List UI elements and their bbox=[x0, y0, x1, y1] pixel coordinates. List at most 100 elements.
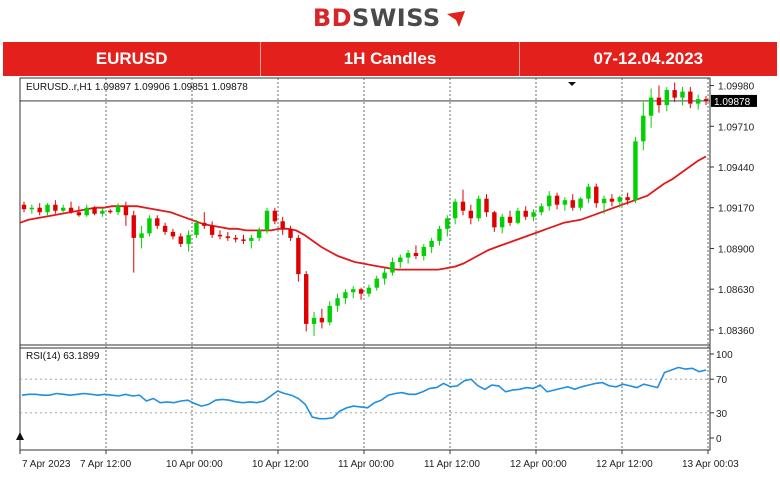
moving-average-line bbox=[19, 155, 707, 271]
candle-body bbox=[625, 197, 630, 201]
candle-body bbox=[586, 186, 591, 199]
rsi-tick-label: 100 bbox=[716, 350, 733, 361]
candle-body bbox=[429, 240, 434, 247]
scroll-left-icon[interactable] bbox=[16, 432, 24, 440]
current-price-label: 1.09878 bbox=[714, 97, 751, 108]
candle-body bbox=[531, 212, 536, 217]
candle-body bbox=[123, 206, 129, 216]
candle-body bbox=[21, 204, 27, 210]
candle-body bbox=[76, 212, 82, 216]
candle-body bbox=[264, 210, 270, 231]
candle-body bbox=[225, 236, 231, 238]
logo-bd: BD bbox=[312, 4, 353, 32]
candle-body bbox=[296, 237, 301, 275]
current-price-badge bbox=[711, 94, 757, 107]
candle-body bbox=[547, 195, 552, 207]
candle-body bbox=[60, 207, 66, 211]
candle-body bbox=[578, 198, 583, 208]
candle-body bbox=[695, 99, 701, 104]
candle-body bbox=[398, 257, 403, 263]
candle-body bbox=[523, 210, 528, 217]
candle-body bbox=[249, 237, 254, 241]
banner-dates: 07-12.04.2023 bbox=[593, 49, 704, 68]
rsi-tick-label: 70 bbox=[716, 375, 728, 386]
price-tick-label: 1.09170 bbox=[718, 204, 755, 215]
candle-body bbox=[539, 206, 544, 213]
candle-body bbox=[468, 210, 474, 219]
candle-body bbox=[335, 298, 340, 306]
candle-body bbox=[202, 222, 207, 226]
logo-arrow-icon bbox=[447, 11, 466, 27]
candle-body bbox=[241, 239, 246, 241]
banner-symbol: EURUSD bbox=[95, 49, 168, 68]
price-tick-label: 1.08900 bbox=[718, 244, 755, 255]
candle-body bbox=[170, 231, 176, 237]
candle-body bbox=[421, 246, 426, 256]
candle-body bbox=[437, 228, 442, 241]
candle-body bbox=[366, 287, 372, 294]
candle-body bbox=[499, 216, 505, 228]
candle-body bbox=[217, 234, 223, 237]
candle-body bbox=[656, 97, 662, 106]
candle-body bbox=[256, 230, 262, 238]
candle-body bbox=[507, 216, 513, 223]
candle-body bbox=[92, 207, 97, 214]
candle-body bbox=[445, 218, 450, 229]
price-tick-label: 1.09710 bbox=[718, 122, 755, 133]
candle-body bbox=[405, 252, 411, 258]
price-tick-label: 1.09440 bbox=[718, 163, 755, 174]
x-tick-label: 10 Apr 00:00 bbox=[166, 459, 223, 470]
price-tick-label: 1.09980 bbox=[718, 82, 755, 93]
candle-body bbox=[452, 201, 458, 219]
candle-body bbox=[304, 274, 309, 324]
x-tick-label: 7 Apr 12:00 bbox=[80, 459, 132, 470]
candle-body bbox=[680, 91, 685, 98]
candle-body bbox=[131, 215, 136, 238]
candle-body bbox=[594, 186, 599, 204]
price-chart: 1.09878 7 Apr 2023 7 Apr 12:00 10 Apr 00:0… bbox=[16, 77, 757, 470]
candle-body bbox=[358, 289, 364, 294]
candle-body bbox=[703, 99, 709, 101]
candle-body bbox=[29, 207, 35, 210]
candle-body bbox=[688, 91, 693, 104]
candle-body bbox=[162, 225, 168, 232]
price-tick-label: 1.08360 bbox=[718, 326, 755, 337]
candle-body bbox=[562, 200, 568, 205]
candle-body bbox=[515, 210, 521, 223]
candle-body bbox=[413, 252, 419, 256]
candle-body bbox=[460, 201, 466, 211]
rsi-tick-label: 30 bbox=[716, 409, 728, 420]
candle-body bbox=[155, 218, 160, 226]
candle-body bbox=[484, 198, 489, 213]
x-tick-label: 7 Apr 2023 bbox=[22, 459, 71, 470]
rsi-label: RSI(14) 63.1899 bbox=[26, 351, 100, 362]
chart-header: EURUSD..r,H1 1.09897 1.09906 1.09851 1.0… bbox=[26, 82, 248, 93]
candle-body bbox=[609, 198, 615, 202]
candle-body bbox=[100, 210, 105, 214]
logo-text: BDSWISS bbox=[313, 4, 441, 32]
candle-body bbox=[311, 317, 317, 324]
candle-body bbox=[648, 97, 654, 116]
x-tick-label: 11 Apr 00:00 bbox=[338, 459, 394, 470]
candle-body bbox=[108, 210, 113, 213]
candle-body bbox=[554, 195, 560, 205]
candle-body bbox=[570, 200, 575, 208]
candle-body bbox=[601, 198, 607, 204]
candle-body bbox=[319, 317, 325, 323]
candle-body bbox=[617, 197, 622, 202]
candle-body bbox=[374, 278, 379, 288]
candle-body bbox=[492, 212, 497, 228]
x-tick-label: 10 Apr 12:00 bbox=[252, 459, 309, 470]
candle-body bbox=[209, 225, 215, 235]
candle-body bbox=[633, 141, 638, 201]
candle-body bbox=[186, 234, 191, 244]
scroll-marker-icon bbox=[568, 82, 576, 86]
candle-body bbox=[147, 218, 152, 234]
candle-body bbox=[351, 289, 356, 293]
candle-body bbox=[178, 236, 183, 244]
candle-body bbox=[53, 204, 58, 211]
candle-body bbox=[641, 115, 646, 142]
x-tick-label: 11 Apr 12:00 bbox=[424, 459, 480, 470]
title-banner: EURUSD 1H Candles 07-12.04.2023 bbox=[3, 42, 777, 76]
candle-body bbox=[664, 90, 670, 106]
